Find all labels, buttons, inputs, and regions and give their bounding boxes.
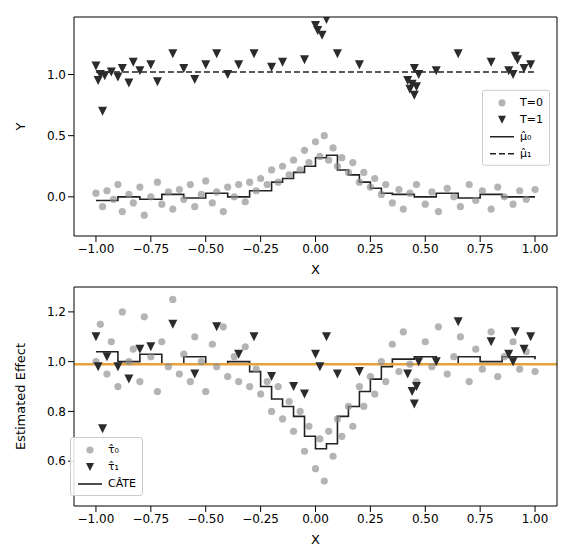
html-text:CÂTE: CÂTE [108,477,136,490]
svg-text:1.2: 1.2 [47,305,66,319]
svg-text:0.25: 0.25 [357,512,384,526]
svg-text:X: X [311,262,320,277]
html-text:τ̂₀: τ̂₀ [108,443,119,456]
html-text:μ̂₀: μ̂₀ [520,129,532,143]
svg-text:0.0: 0.0 [47,190,66,204]
svg-text:Y: Y [13,122,28,131]
svg-text:−1.00: −1.00 [78,242,115,256]
svg-text:X: X [311,532,320,547]
svg-text:0.00: 0.00 [302,242,329,256]
svg-text:1.00: 1.00 [522,512,549,526]
svg-text:0.00: 0.00 [302,512,329,526]
svg-text:0.25: 0.25 [357,242,384,256]
svg-text:−1.00: −1.00 [78,512,115,526]
svg-text:0.50: 0.50 [412,242,439,256]
svg-text:1.0: 1.0 [47,68,66,82]
html-text:T=0: T=0 [520,95,543,109]
svg-text:−0.75: −0.75 [132,512,169,526]
svg-text:−0.25: −0.25 [242,512,279,526]
svg-text:0.5: 0.5 [47,129,66,143]
svg-text:−0.50: −0.50 [187,242,224,256]
svg-text:−0.75: −0.75 [132,242,169,256]
svg-text:0.6: 0.6 [47,454,66,468]
html-text:μ̂₁: μ̂₁ [520,146,532,160]
svg-text:0.8: 0.8 [47,405,66,419]
html-text:τ̂₁: τ̂₁ [108,460,119,473]
svg-text:0.75: 0.75 [467,512,494,526]
svg-text:0.75: 0.75 [467,242,494,256]
svg-text:−0.50: −0.50 [187,512,224,526]
svg-text:0.50: 0.50 [412,512,439,526]
svg-text:Estimated Effect: Estimated Effect [13,343,28,450]
svg-text:1.00: 1.00 [522,242,549,256]
svg-text:1.0: 1.0 [47,355,66,369]
svg-text:−0.25: −0.25 [242,242,279,256]
html-text:T=1: T=1 [520,112,543,126]
